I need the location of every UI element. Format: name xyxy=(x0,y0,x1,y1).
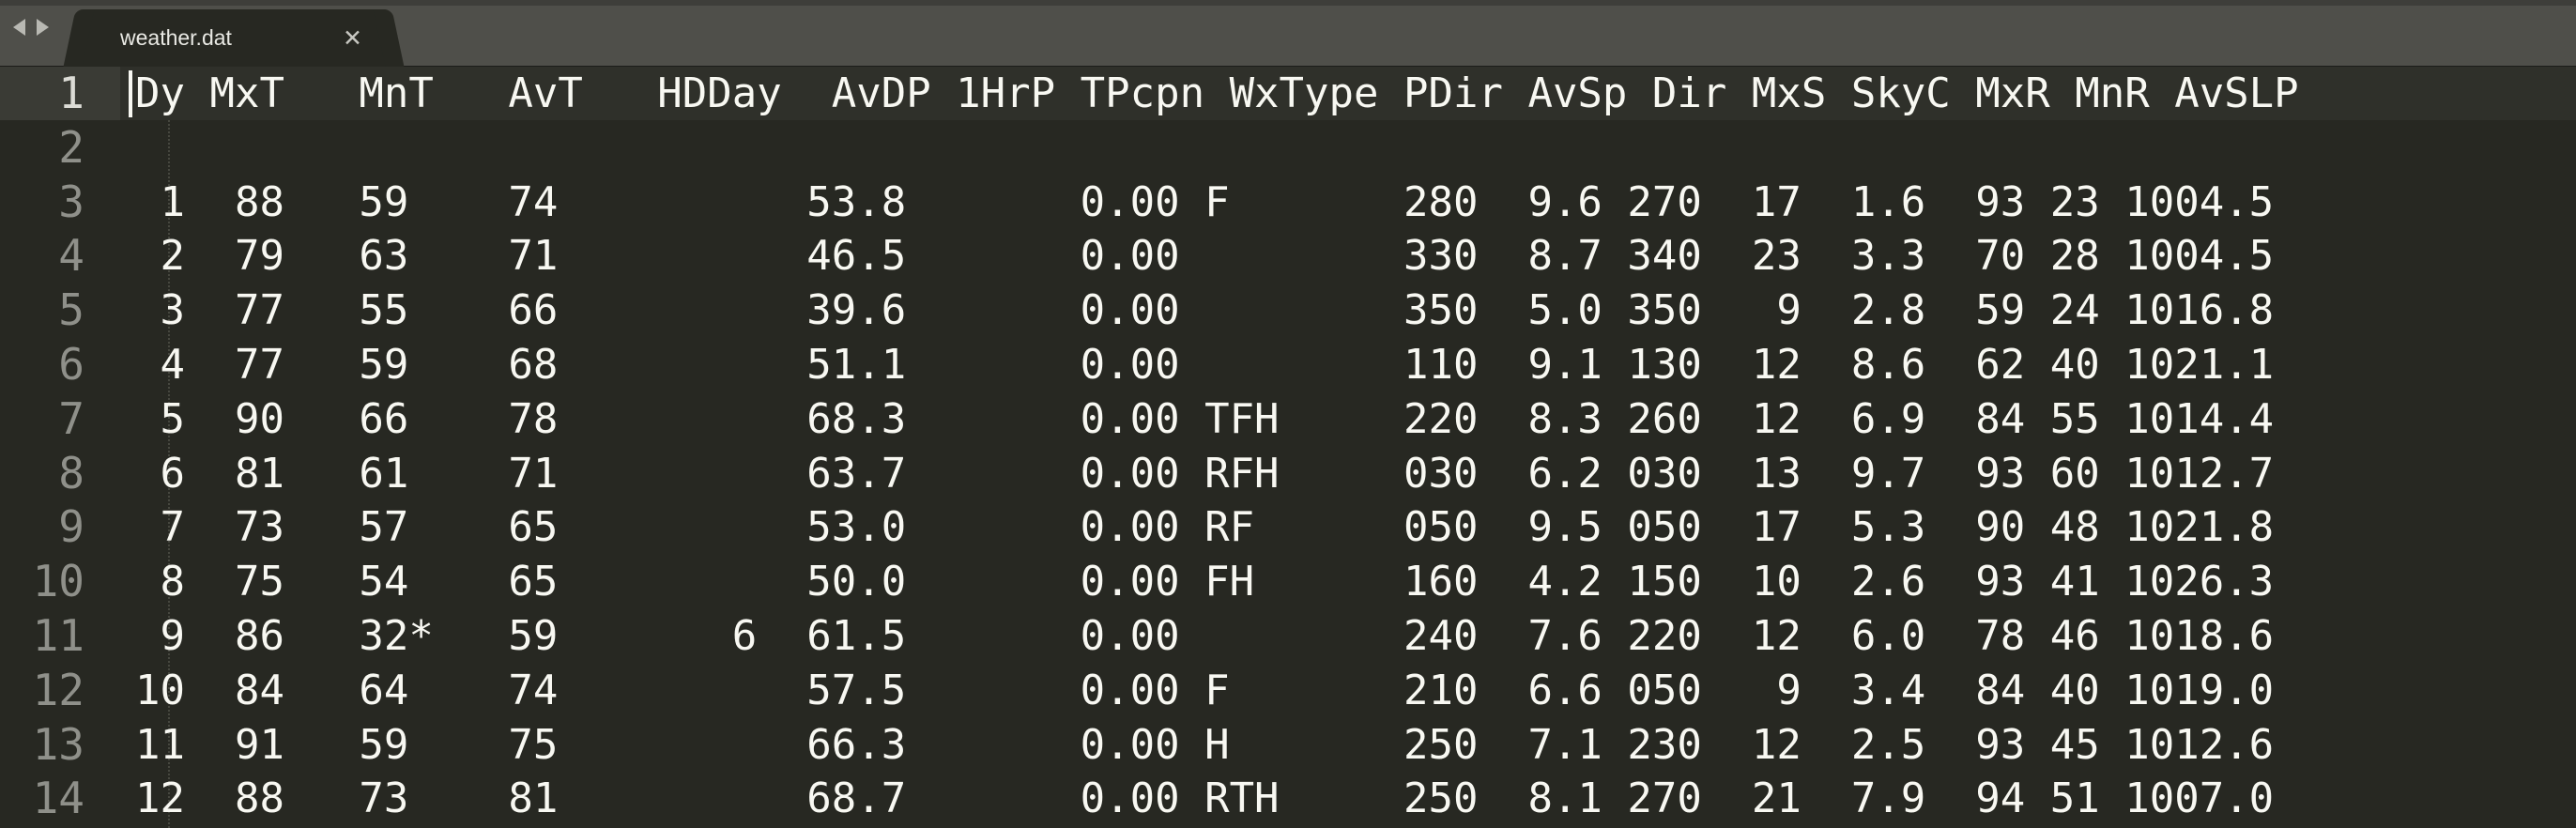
tab-bar: weather.dat ✕ xyxy=(0,0,2576,67)
line-text[interactable]: 3 77 55 66 39.6 0.00 350 5.0 350 9 2.8 5… xyxy=(135,286,2275,335)
indent-guide xyxy=(168,120,172,828)
editor-line[interactable]: 6 4 77 59 68 51.1 0.00 110 9.1 130 12 8.… xyxy=(0,338,2576,392)
line-text[interactable]: 12 88 73 81 68.7 0.00 RTH 250 8.1 270 21… xyxy=(135,774,2275,823)
line-number: 14 xyxy=(32,773,84,824)
editor-line[interactable]: 10 8 75 54 65 50.0 0.00 FH 160 4.2 150 1… xyxy=(0,555,2576,609)
line-number: 13 xyxy=(32,718,84,770)
current-line-highlight xyxy=(120,67,2576,120)
tab-weather-dat[interactable]: weather.dat ✕ xyxy=(79,9,389,67)
chevron-left-icon[interactable] xyxy=(13,19,25,36)
line-text[interactable]: 11 91 59 75 66.3 0.00 H 250 7.1 230 12 2… xyxy=(135,720,2275,769)
chevron-right-icon[interactable] xyxy=(37,19,49,36)
line-number: 8 xyxy=(58,447,84,498)
line-number: 4 xyxy=(58,230,84,282)
line-number: 2 xyxy=(58,121,84,173)
tab-label: weather.dat xyxy=(120,25,232,50)
line-text[interactable]: 10 84 64 74 57.5 0.00 F 210 6.6 050 9 3.… xyxy=(135,666,2275,714)
editor-line[interactable]: 1 Dy MxT MnT AvT HDDay AvDP 1HrP TPcpn Wx… xyxy=(0,67,2576,121)
editor-line[interactable]: 13 11 91 59 75 66.3 0.00 H 250 7.1 230 12… xyxy=(0,718,2576,773)
editor-line[interactable]: 5 3 77 55 66 39.6 0.00 350 5.0 350 9 2.8… xyxy=(0,284,2576,338)
line-text[interactable]: 7 73 57 65 53.0 0.00 RF 050 9.5 050 17 5… xyxy=(135,503,2275,552)
line-number: 10 xyxy=(32,556,84,607)
text-editor[interactable]: 1 Dy MxT MnT AvT HDDay AvDP 1HrP TPcpn Wx… xyxy=(0,67,2576,828)
line-text[interactable]: 4 77 59 68 51.1 0.00 110 9.1 130 12 8.6 … xyxy=(135,340,2275,389)
tab-navigation xyxy=(13,19,49,36)
line-number: 1 xyxy=(58,68,84,118)
line-text[interactable]: 5 90 66 78 68.3 0.00 TFH 220 8.3 260 12 … xyxy=(135,394,2275,443)
line-number: 11 xyxy=(32,609,84,661)
line-text[interactable]: 2 79 63 71 46.5 0.00 330 8.7 340 23 3.3 … xyxy=(135,232,2275,281)
line-text[interactable]: 9 86 32* 59 6 61.5 0.00 240 7.6 220 12 6… xyxy=(135,611,2275,660)
editor-line[interactable]: 2 xyxy=(0,121,2576,176)
editor-line[interactable]: 4 2 79 63 71 46.5 0.00 330 8.7 340 23 3.… xyxy=(0,229,2576,284)
editor-line[interactable]: 12 10 84 64 74 57.5 0.00 F 210 6.6 050 9 … xyxy=(0,664,2576,718)
current-line-gutter-highlight xyxy=(0,67,120,120)
line-number: 3 xyxy=(58,176,84,227)
editor-line[interactable]: 9 7 73 57 65 53.0 0.00 RF 050 9.5 050 17… xyxy=(0,500,2576,555)
line-text[interactable]: 8 75 54 65 50.0 0.00 FH 160 4.2 150 10 2… xyxy=(135,558,2275,606)
editor-line[interactable]: 14 12 88 73 81 68.7 0.00 RTH 250 8.1 270 … xyxy=(0,772,2576,826)
line-text[interactable]: Dy MxT MnT AvT HDDay AvDP 1HrP TPcpn WxT… xyxy=(135,69,2299,117)
line-number: 9 xyxy=(58,501,84,553)
line-text[interactable]: 6 81 61 71 63.7 0.00 RFH 030 6.2 030 13 … xyxy=(135,449,2275,498)
line-number: 5 xyxy=(58,284,84,336)
line-text[interactable]: 1 88 59 74 53.8 0.00 F 280 9.6 270 17 1.… xyxy=(135,177,2275,226)
editor-line[interactable]: 11 9 86 32* 59 6 61.5 0.00 240 7.6 220 1… xyxy=(0,609,2576,664)
line-number: 7 xyxy=(58,392,84,444)
editor-line[interactable]: 8 6 81 61 71 63.7 0.00 RFH 030 6.2 030 1… xyxy=(0,447,2576,501)
line-number: 6 xyxy=(58,338,84,390)
close-icon[interactable]: ✕ xyxy=(343,25,362,52)
line-number: 12 xyxy=(32,664,84,715)
editor-line[interactable]: 7 5 90 66 78 68.3 0.00 TFH 220 8.3 260 1… xyxy=(0,392,2576,447)
text-caret xyxy=(129,70,132,117)
editor-line[interactable]: 3 1 88 59 74 53.8 0.00 F 280 9.6 270 17 … xyxy=(0,176,2576,230)
